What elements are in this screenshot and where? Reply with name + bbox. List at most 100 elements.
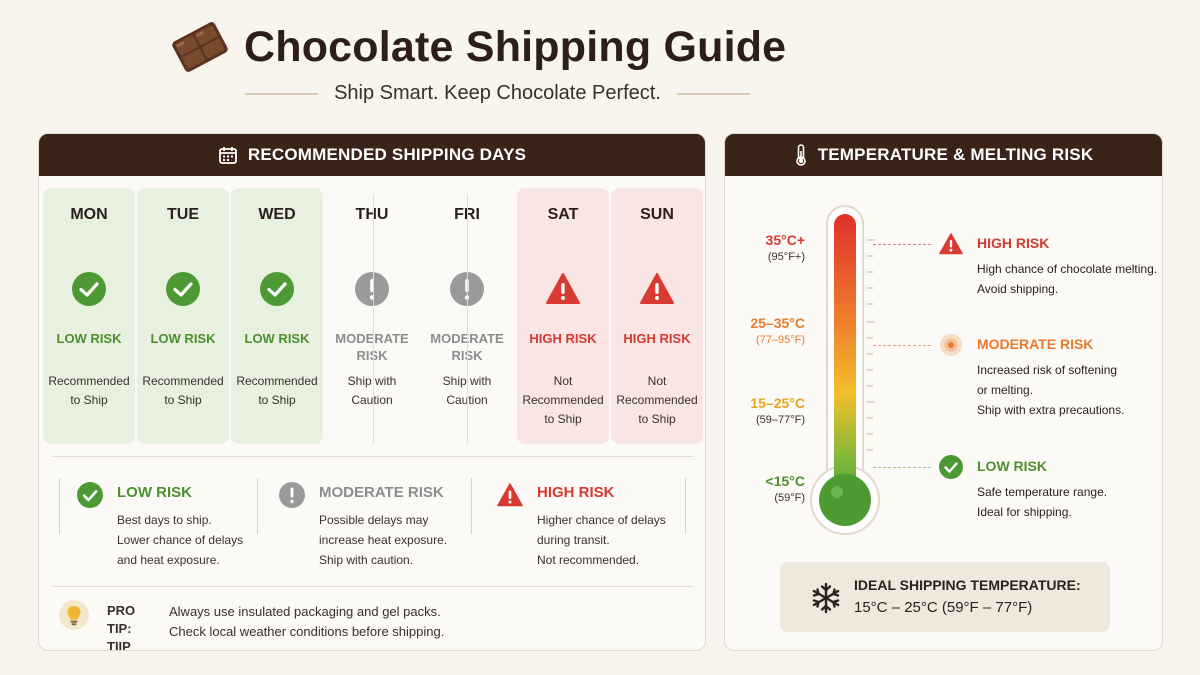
pro-tip-line: Always use insulated packaging and gel p… xyxy=(169,604,441,619)
risk-title: LOW RISK xyxy=(977,458,1047,474)
warning-triangle-icon xyxy=(546,273,580,304)
day-note-line: to Ship xyxy=(258,393,296,407)
legend-line: Not recommended. xyxy=(537,553,640,567)
risk-desc: High chance of chocolate melting. Avoid s… xyxy=(977,259,1162,299)
check-circle-icon xyxy=(939,455,963,479)
pro-tip-line: Check local weather conditions before sh… xyxy=(169,624,445,639)
legend-desc: Possible delays may increase heat exposur… xyxy=(319,510,447,570)
temp-scale-moderate: 25–35°C (77–95°F) xyxy=(725,315,805,346)
risk-line: High chance of chocolate melting. xyxy=(977,262,1158,276)
day-note-line: Not Recommended xyxy=(522,374,604,407)
legend-divider xyxy=(59,478,60,534)
check-circle-icon xyxy=(77,482,103,508)
temp-scale-high: 35°C+ (95°F+) xyxy=(725,232,805,263)
day-risk: HIGH RISK xyxy=(623,331,691,346)
temp-fahrenheit: (77–95°F) xyxy=(755,334,805,346)
snowflake-icon xyxy=(812,582,840,614)
day-card-sun: SUN HIGH RISK Not Recommended to Ship xyxy=(611,188,703,444)
temp-scale-mild: 15–25°C (59–77°F) xyxy=(725,395,805,426)
risk-title: MODERATE RISK xyxy=(977,336,1094,352)
connector-moderate xyxy=(873,345,931,346)
day-name: TUE xyxy=(167,206,199,223)
exclamation-circle-icon xyxy=(279,482,305,508)
pro-tip-label-line: TIIP xyxy=(107,639,131,651)
temperature-header: TEMPERATURE & MELTING RISK xyxy=(725,134,1162,176)
title-row: Chocolate Shipping Guide xyxy=(170,20,786,74)
legend-line: Best days to ship. xyxy=(117,513,212,527)
check-circle-icon xyxy=(260,272,294,306)
day-card-thu: THU MODERATE RISK Ship with Caution xyxy=(326,188,418,444)
thermometer-icon xyxy=(795,144,806,166)
page-header: Chocolate Shipping Guide Ship Smart. Kee… xyxy=(0,0,1200,120)
day-card-tue: TUE LOW RISK Recommended to Ship xyxy=(137,188,229,444)
subtitle-divider-left xyxy=(245,92,319,95)
day-name: SAT xyxy=(547,206,579,223)
risk-line: Safe temperature range. xyxy=(977,485,1108,499)
temp-fahrenheit: (59°F) xyxy=(774,492,805,504)
legend-line: Possible delays may xyxy=(319,513,429,527)
warning-triangle-icon xyxy=(640,273,674,304)
pro-tip-label-line: PRO TIP: xyxy=(107,603,136,636)
legend-line: during transit. xyxy=(537,533,610,547)
temperature-panel: TEMPERATURE & MELTING RISK 35°C+ (95°F+)… xyxy=(724,133,1163,651)
pro-tip-text: Always use insulated packaging and gel p… xyxy=(169,602,444,642)
day-note-line: Ship with xyxy=(442,374,492,388)
temp-celsius: 25–35°C xyxy=(750,315,805,331)
section-divider xyxy=(53,586,693,587)
day-risk: LOW RISK xyxy=(244,331,310,346)
day-note: Recommended to Ship xyxy=(137,372,229,410)
day-note-line: to Ship xyxy=(70,393,108,407)
risk-desc: Safe temperature range. Ideal for shippin… xyxy=(977,482,1162,522)
temp-fahrenheit: (59–77°F) xyxy=(755,414,805,426)
section-divider xyxy=(53,456,693,457)
calendar-icon xyxy=(218,147,237,164)
day-note: Not Recommended to Ship xyxy=(517,372,609,429)
risk-line: or melting. xyxy=(977,383,1034,397)
legend-line: increase heat exposure. xyxy=(319,533,448,547)
exclamation-circle-icon xyxy=(355,272,389,306)
temp-celsius: 35°C+ xyxy=(765,232,805,248)
chocolate-bar-icon xyxy=(172,22,228,72)
check-circle-icon xyxy=(72,272,106,306)
legend-divider xyxy=(471,478,472,534)
day-name: WED xyxy=(258,206,296,223)
day-note: Recommended to Ship xyxy=(231,372,323,410)
legend-high: HIGH RISK Higher chance of delays during … xyxy=(497,476,687,572)
day-card-sat: SAT HIGH RISK Not Recommended to Ship xyxy=(517,188,609,444)
legend-moderate: MODERATE RISK Possible delays may increas… xyxy=(279,476,489,572)
day-note-line: to Ship xyxy=(164,393,202,407)
warning-triangle-icon xyxy=(497,483,523,507)
page-subtitle: Ship Smart. Keep Chocolate Perfect. xyxy=(334,82,661,104)
day-note-line: Recommended xyxy=(236,374,318,388)
day-note: Not Recommended to Ship xyxy=(611,372,703,429)
legend-desc: Best days to ship. Lower chance of delays… xyxy=(117,510,243,570)
ideal-value: 15°C – 25°C (59°F – 77°F) xyxy=(854,599,1033,616)
day-note: Recommended to Ship xyxy=(43,372,135,410)
day-name: MON xyxy=(70,206,108,223)
day-risk: LOW RISK xyxy=(56,331,122,346)
legend-line: and heat exposure. xyxy=(117,553,220,567)
legend-low: LOW RISK Best days to ship. Lower chance … xyxy=(77,476,277,572)
risk-line: Avoid shipping. xyxy=(977,282,1059,296)
day-note-line: Caution xyxy=(351,393,393,407)
day-name: SUN xyxy=(640,206,674,223)
day-note: Ship with Caution xyxy=(326,372,418,410)
risk-line: Ship with extra precautions. xyxy=(977,403,1125,417)
legend-line: Lower chance of delays xyxy=(117,533,244,547)
temp-celsius: <15°C xyxy=(765,473,805,489)
day-note-line: Not Recommended xyxy=(616,374,698,407)
shipping-days-panel: RECOMMENDED SHIPPING DAYS MON LOW RISK R… xyxy=(38,133,706,651)
legend-line: Higher chance of delays xyxy=(537,513,666,527)
legend-desc: Higher chance of delays during transit. No… xyxy=(537,510,666,570)
check-circle-icon xyxy=(166,272,200,306)
day-risk: MODERATE RISK xyxy=(326,330,418,364)
risk-desc: Increased risk of softening or melting. Sh… xyxy=(977,360,1162,420)
legend-divider xyxy=(257,478,258,534)
temperature-title: TEMPERATURE & MELTING RISK xyxy=(817,145,1094,164)
ideal-temperature-box: IDEAL SHIPPING TEMPERATURE: 15°C – 25°C … xyxy=(780,562,1110,632)
shipping-days-title: RECOMMENDED SHIPPING DAYS xyxy=(247,145,527,164)
day-card-wed: WED LOW RISK Recommended to Ship xyxy=(231,188,323,444)
day-note-line: Recommended xyxy=(48,374,130,388)
day-divider xyxy=(373,194,374,444)
subtitle-row: Ship Smart. Keep Chocolate Perfect. xyxy=(245,82,750,105)
